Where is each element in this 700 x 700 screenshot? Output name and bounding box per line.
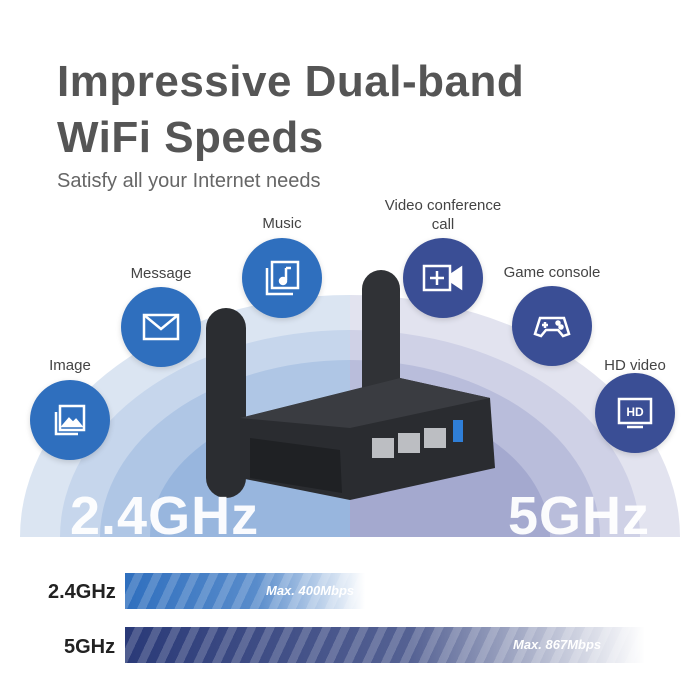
svg-text:HD: HD [626,405,644,419]
speed-value: Max. 400Mbps [266,583,355,598]
feature-label-music: Music [262,215,302,232]
hd-tv-icon: HD [595,373,675,453]
video-call-icon [403,238,483,318]
speed-bar-5ghz: Max. 867Mbps [125,627,645,663]
band-label-5ghz: 5GHz [508,486,651,546]
feature-label-image: Image [49,357,91,374]
speed-band-label: 5GHz [64,636,116,658]
speed-bar-2-4ghz: Max. 400Mbps [125,573,365,609]
gamepad-icon [512,286,592,366]
feature-label-hd: HD video [604,357,666,374]
image-icon [30,380,110,460]
feature-label-video-call: Video conference call [384,197,502,233]
feature-label-game: Game console [503,264,601,281]
page-title: Impressive Dual-band WiFi Speeds [57,57,525,162]
speed-band-label: 2.4GHz [48,581,116,603]
speed-value: Max. 867Mbps [513,637,602,652]
band-label-2-4ghz: 2.4GHz [70,486,260,546]
mail-icon [121,287,201,367]
router-image [206,270,495,500]
feature-label-message: Message [130,265,192,282]
subtitle: Satisfy all your Internet needs [57,170,321,192]
music-icon [242,238,322,318]
